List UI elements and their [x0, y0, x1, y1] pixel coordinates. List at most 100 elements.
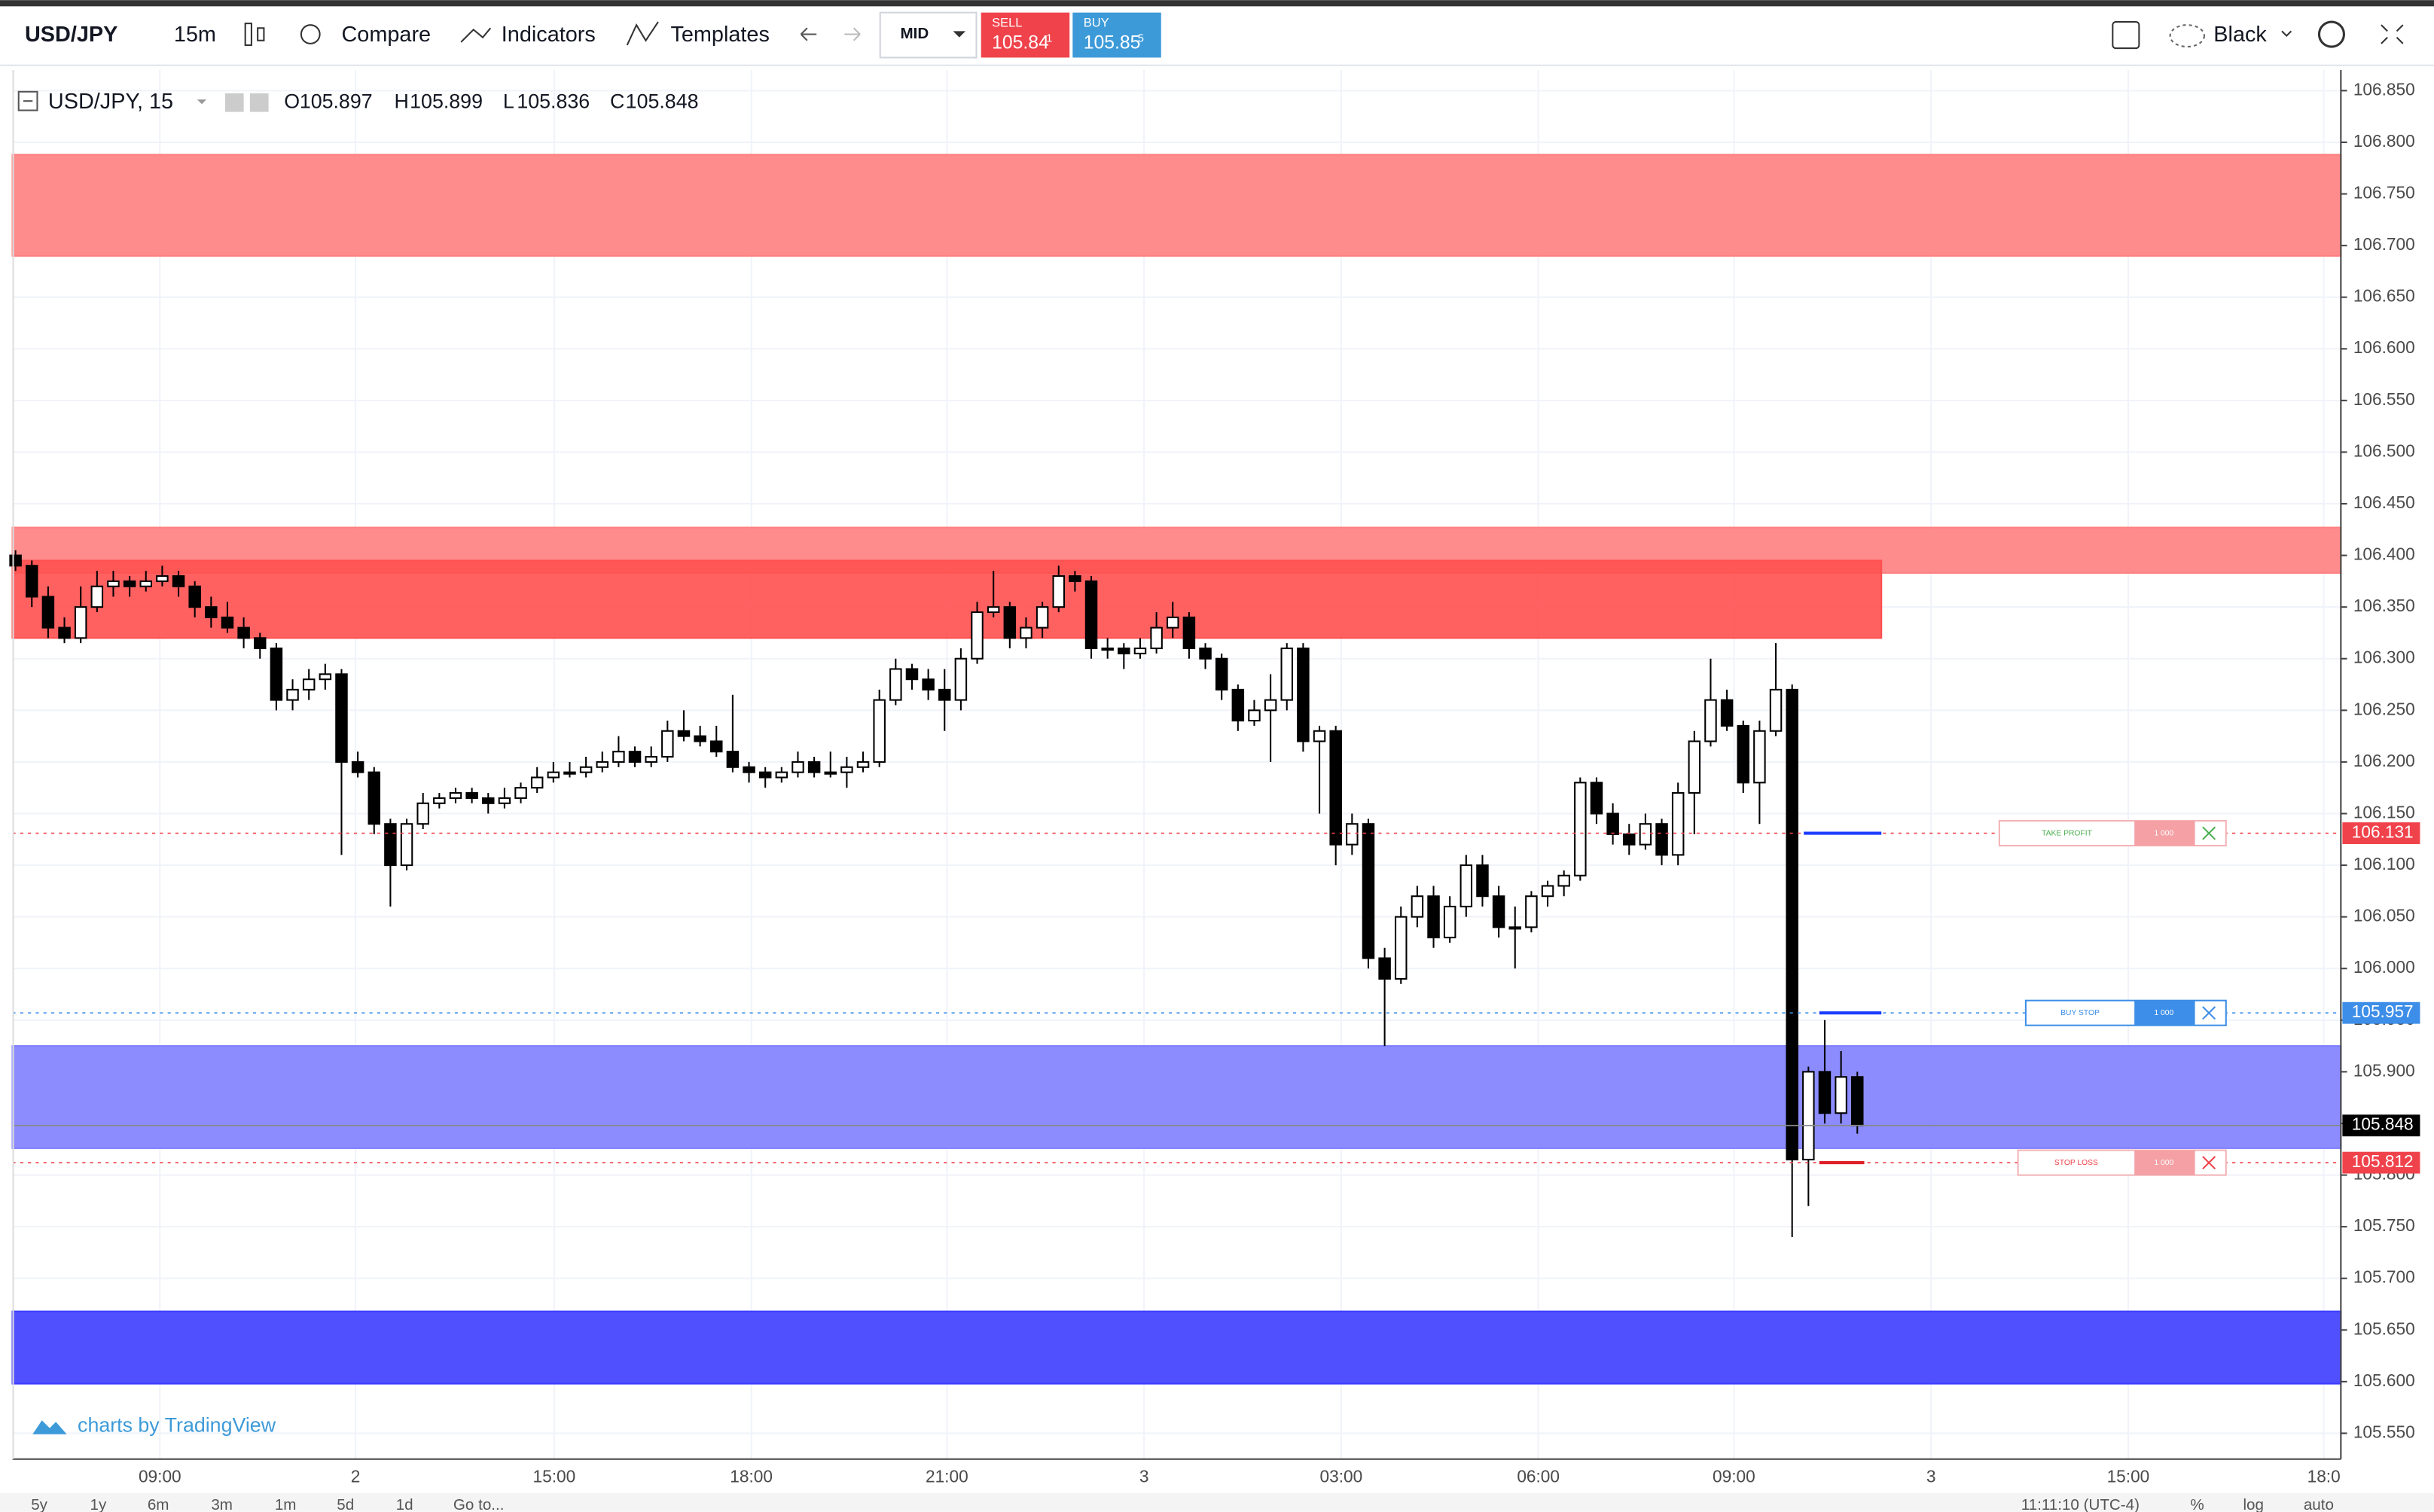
- order-close[interactable]: [2202, 826, 2216, 840]
- compare-icon[interactable]: [300, 24, 321, 44]
- buy-price: 105.85: [1084, 32, 1141, 53]
- legend-o-label: O: [284, 90, 300, 112]
- range-button[interactable]: 6m: [148, 1496, 169, 1512]
- interval[interactable]: 15m: [174, 23, 216, 47]
- log-toggle[interactable]: log: [2243, 1496, 2264, 1512]
- y-tick-label: 106.600: [2353, 337, 2415, 357]
- legend-h: 105.899: [410, 90, 483, 112]
- candle-body: [905, 668, 919, 681]
- undo[interactable]: [800, 27, 817, 41]
- candle-body: [1182, 616, 1196, 650]
- layout-icon[interactable]: [2112, 21, 2140, 50]
- candle-body: [1818, 1071, 1832, 1114]
- candle-body: [465, 792, 478, 799]
- y-tick-label: 106.650: [2353, 286, 2415, 306]
- candle-body: [26, 565, 38, 598]
- x-tick-label: 2: [351, 1466, 361, 1486]
- order-qty-box: [2134, 1000, 2195, 1026]
- indicators[interactable]: Indicators: [502, 23, 596, 47]
- plot-layer: 105.550 105.600 105.650 105.700 105.750 105.8…: [9, 69, 2420, 1486]
- indicators-icon[interactable]: [460, 27, 492, 43]
- order-qty-box: [2134, 821, 2195, 846]
- buy-pip: 5: [1138, 33, 1144, 45]
- auto-toggle[interactable]: auto: [2304, 1496, 2334, 1512]
- candle-body: [172, 575, 185, 587]
- candle-body: [368, 771, 380, 825]
- candle-body: [1590, 782, 1603, 815]
- candle-body: [987, 606, 1000, 614]
- candle-body: [1557, 874, 1570, 887]
- candle-body: [1671, 792, 1685, 856]
- price-tag: [2342, 1001, 2420, 1024]
- candle-body: [856, 761, 870, 768]
- candle-body: [563, 771, 576, 775]
- range-button[interactable]: 5d: [337, 1496, 354, 1512]
- theme-arrow: [2281, 30, 2292, 38]
- y-tick-label: 105.900: [2353, 1060, 2415, 1080]
- order-qty: 1 000: [2154, 1159, 2173, 1167]
- candle-body: [645, 756, 657, 763]
- settings-icon[interactable]: [2317, 20, 2345, 48]
- price-tag: [2342, 822, 2420, 844]
- buy-button[interactable]: [1072, 12, 1161, 58]
- clock: 11:11:10 (UTC-4): [2021, 1496, 2140, 1512]
- zone: [11, 154, 2342, 257]
- candle-body: [1264, 699, 1277, 712]
- order-box[interactable]: [2024, 999, 2227, 1026]
- zone: [11, 559, 1883, 639]
- collapse-icon[interactable]: [17, 90, 38, 111]
- range-button[interactable]: 1y: [90, 1496, 107, 1512]
- candle-body: [1704, 699, 1717, 742]
- candle-body: [156, 575, 169, 582]
- mid[interactable]: MID: [901, 25, 929, 42]
- x-tick-label: 18:0: [2307, 1466, 2341, 1486]
- candle-body: [1003, 606, 1017, 639]
- sell-button[interactable]: [981, 12, 1070, 58]
- order-close[interactable]: [2202, 1006, 2216, 1020]
- y-tick-label: 106.200: [2353, 751, 2415, 770]
- candle-body: [1069, 575, 1081, 582]
- order-label: BUY STOP: [2060, 1009, 2100, 1017]
- fullscreen-icon[interactable]: [2381, 24, 2404, 44]
- templates[interactable]: Templates: [670, 23, 769, 47]
- candle-body: [1753, 730, 1766, 784]
- candle-body: [1623, 833, 1636, 846]
- legend-c: 105.848: [626, 90, 699, 112]
- candle-body: [1150, 626, 1163, 650]
- theme-icon[interactable]: [2169, 24, 2205, 48]
- candle-body: [1362, 823, 1375, 959]
- y-tick-label: 105.600: [2353, 1370, 2415, 1390]
- candle-icon[interactable]: [244, 23, 265, 46]
- templates-icon[interactable]: [626, 21, 659, 46]
- legend-c-label: C: [610, 90, 624, 112]
- legend-h-label: H: [395, 90, 409, 112]
- candle-body: [498, 797, 511, 804]
- range-button[interactable]: 3m: [211, 1496, 233, 1512]
- theme[interactable]: Black: [2213, 23, 2267, 47]
- symbol[interactable]: USD/JPY: [25, 23, 117, 47]
- goto[interactable]: Go to...: [453, 1496, 505, 1512]
- range-button[interactable]: 5y: [31, 1496, 47, 1512]
- y-tick-label: 105.550: [2353, 1422, 2415, 1441]
- redo[interactable]: [844, 27, 861, 41]
- candle-body: [1737, 724, 1749, 784]
- candle-body: [319, 673, 332, 681]
- y-tick-label: 106.400: [2353, 544, 2415, 564]
- y-tick-label: 106.150: [2353, 802, 2415, 822]
- candle-body: [433, 797, 446, 804]
- candle-body: [954, 657, 968, 701]
- candle-body: [74, 606, 87, 639]
- eye-icon[interactable]: [224, 93, 244, 112]
- range-button[interactable]: 1m: [275, 1496, 297, 1512]
- candle-body: [1606, 812, 1619, 835]
- range-button[interactable]: 1d: [396, 1496, 413, 1512]
- candle-body: [628, 751, 642, 763]
- candle-body: [971, 611, 984, 660]
- watermark[interactable]: charts by TradingView: [78, 1414, 276, 1437]
- percent-toggle[interactable]: %: [2190, 1496, 2204, 1512]
- order-close[interactable]: [2202, 1156, 2216, 1170]
- settings-mini-icon[interactable]: [249, 93, 269, 112]
- compare[interactable]: Compare: [341, 23, 431, 47]
- candle-body: [612, 751, 625, 763]
